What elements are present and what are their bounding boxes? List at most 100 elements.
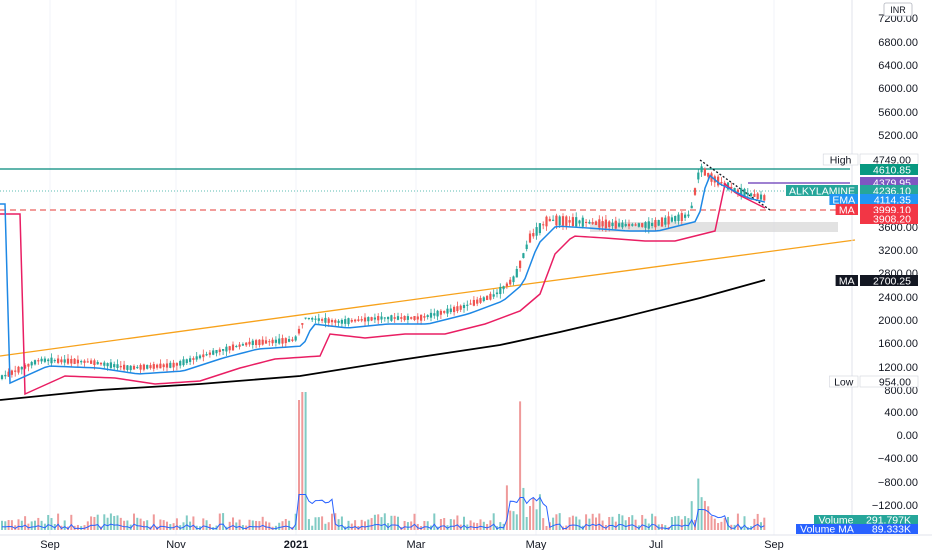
candle-body bbox=[383, 317, 386, 319]
volume-bar bbox=[727, 516, 729, 530]
candle-body bbox=[453, 306, 456, 313]
candle-body bbox=[123, 364, 126, 370]
candle-body bbox=[109, 362, 112, 368]
volume-bar bbox=[136, 517, 139, 530]
volume-bar bbox=[684, 516, 687, 530]
price-tick-label: −800.00 bbox=[878, 477, 918, 489]
candle-body bbox=[132, 365, 136, 370]
volume-bar bbox=[598, 513, 601, 530]
candle-body bbox=[327, 318, 330, 323]
volume-bar bbox=[387, 523, 390, 530]
volume-bar bbox=[535, 509, 538, 530]
volume-bar bbox=[70, 514, 73, 530]
candle-body bbox=[746, 192, 749, 195]
candle-body bbox=[218, 349, 221, 353]
volume-bar bbox=[416, 523, 419, 530]
candle-body bbox=[687, 214, 690, 217]
volume-bar bbox=[30, 521, 33, 530]
candle-body bbox=[387, 316, 390, 320]
candle-body bbox=[641, 223, 644, 227]
candle-body bbox=[621, 222, 624, 228]
volume-bar bbox=[222, 513, 225, 530]
volume-bar bbox=[687, 518, 690, 530]
candle-body bbox=[730, 186, 733, 189]
currency-box[interactable] bbox=[883, 2, 913, 17]
candle-body bbox=[670, 217, 673, 222]
volume-bar bbox=[116, 515, 119, 530]
volume-bar bbox=[40, 520, 43, 530]
candle-body bbox=[314, 318, 317, 320]
candle-body bbox=[367, 317, 370, 322]
candle-body bbox=[321, 319, 324, 321]
candle-body bbox=[86, 361, 89, 363]
volume-bar bbox=[591, 513, 594, 530]
volume-bar bbox=[133, 513, 135, 530]
volume-bar bbox=[641, 515, 644, 530]
time-tick-label: Sep bbox=[764, 539, 784, 550]
candle-body bbox=[363, 317, 367, 322]
volume-bar bbox=[241, 524, 244, 530]
candle-body bbox=[462, 304, 466, 309]
volume-bar bbox=[76, 524, 79, 530]
volume-bar bbox=[126, 520, 129, 530]
candle-body bbox=[578, 220, 581, 224]
candle-body bbox=[568, 220, 571, 223]
volume-bar bbox=[159, 519, 162, 530]
candle-body bbox=[495, 292, 499, 295]
candle-body bbox=[83, 360, 86, 363]
candle-body bbox=[717, 176, 720, 186]
candle-body bbox=[245, 342, 248, 346]
volume-bar bbox=[515, 514, 518, 530]
volume-bar bbox=[634, 519, 637, 530]
price-tick-label: 800.00 bbox=[884, 385, 918, 397]
time-tick-label: Nov bbox=[166, 539, 186, 550]
volume-bar bbox=[86, 521, 89, 530]
candle-body bbox=[413, 316, 416, 320]
volume-bar bbox=[505, 485, 508, 530]
price-tick-label: −400.00 bbox=[878, 453, 918, 465]
candle-body bbox=[581, 217, 584, 227]
price-label-8: 954.00 Low bbox=[829, 375, 919, 389]
volume-bar bbox=[736, 513, 739, 530]
volume-bar bbox=[109, 513, 112, 530]
time-tick-label: May bbox=[526, 539, 547, 550]
candle-body bbox=[740, 188, 743, 197]
volume-bar bbox=[380, 517, 383, 530]
candle-body bbox=[235, 345, 238, 348]
volume-bar bbox=[179, 525, 182, 530]
price-label-0: 4749.00 High bbox=[822, 153, 919, 167]
candle-body bbox=[684, 214, 687, 218]
candle-body bbox=[10, 370, 13, 375]
candle-body bbox=[608, 221, 611, 227]
candle-body bbox=[750, 193, 753, 196]
candle-body bbox=[449, 308, 452, 313]
candle-body bbox=[637, 223, 640, 227]
volume-bar bbox=[383, 513, 386, 530]
candle-body bbox=[202, 354, 205, 358]
volume-bar bbox=[232, 517, 234, 530]
price-tick-label: 1600.00 bbox=[878, 338, 918, 350]
falling-trend-line bbox=[699, 159, 771, 211]
candle-body bbox=[350, 319, 353, 322]
price-label-4: 4114.35 EMA bbox=[829, 194, 918, 207]
candle-body bbox=[657, 220, 660, 226]
volume-bar bbox=[238, 519, 241, 530]
candle-body bbox=[552, 219, 555, 221]
volume-bar bbox=[327, 522, 330, 530]
volume-bar bbox=[601, 520, 604, 530]
candle-body bbox=[406, 316, 409, 320]
svg-text:Volume: Volume bbox=[818, 515, 853, 527]
candle-body bbox=[436, 310, 439, 317]
candle-body bbox=[634, 224, 637, 226]
volume-bar bbox=[492, 513, 495, 530]
volume-bar bbox=[571, 515, 574, 530]
volume-bar bbox=[588, 518, 591, 530]
candle-body bbox=[129, 365, 132, 371]
volume-bar bbox=[449, 519, 452, 530]
candle-body bbox=[324, 317, 327, 323]
volume-bar bbox=[162, 520, 165, 530]
candle-body bbox=[528, 233, 532, 243]
candle-body bbox=[618, 223, 621, 227]
candle-body bbox=[429, 312, 433, 318]
